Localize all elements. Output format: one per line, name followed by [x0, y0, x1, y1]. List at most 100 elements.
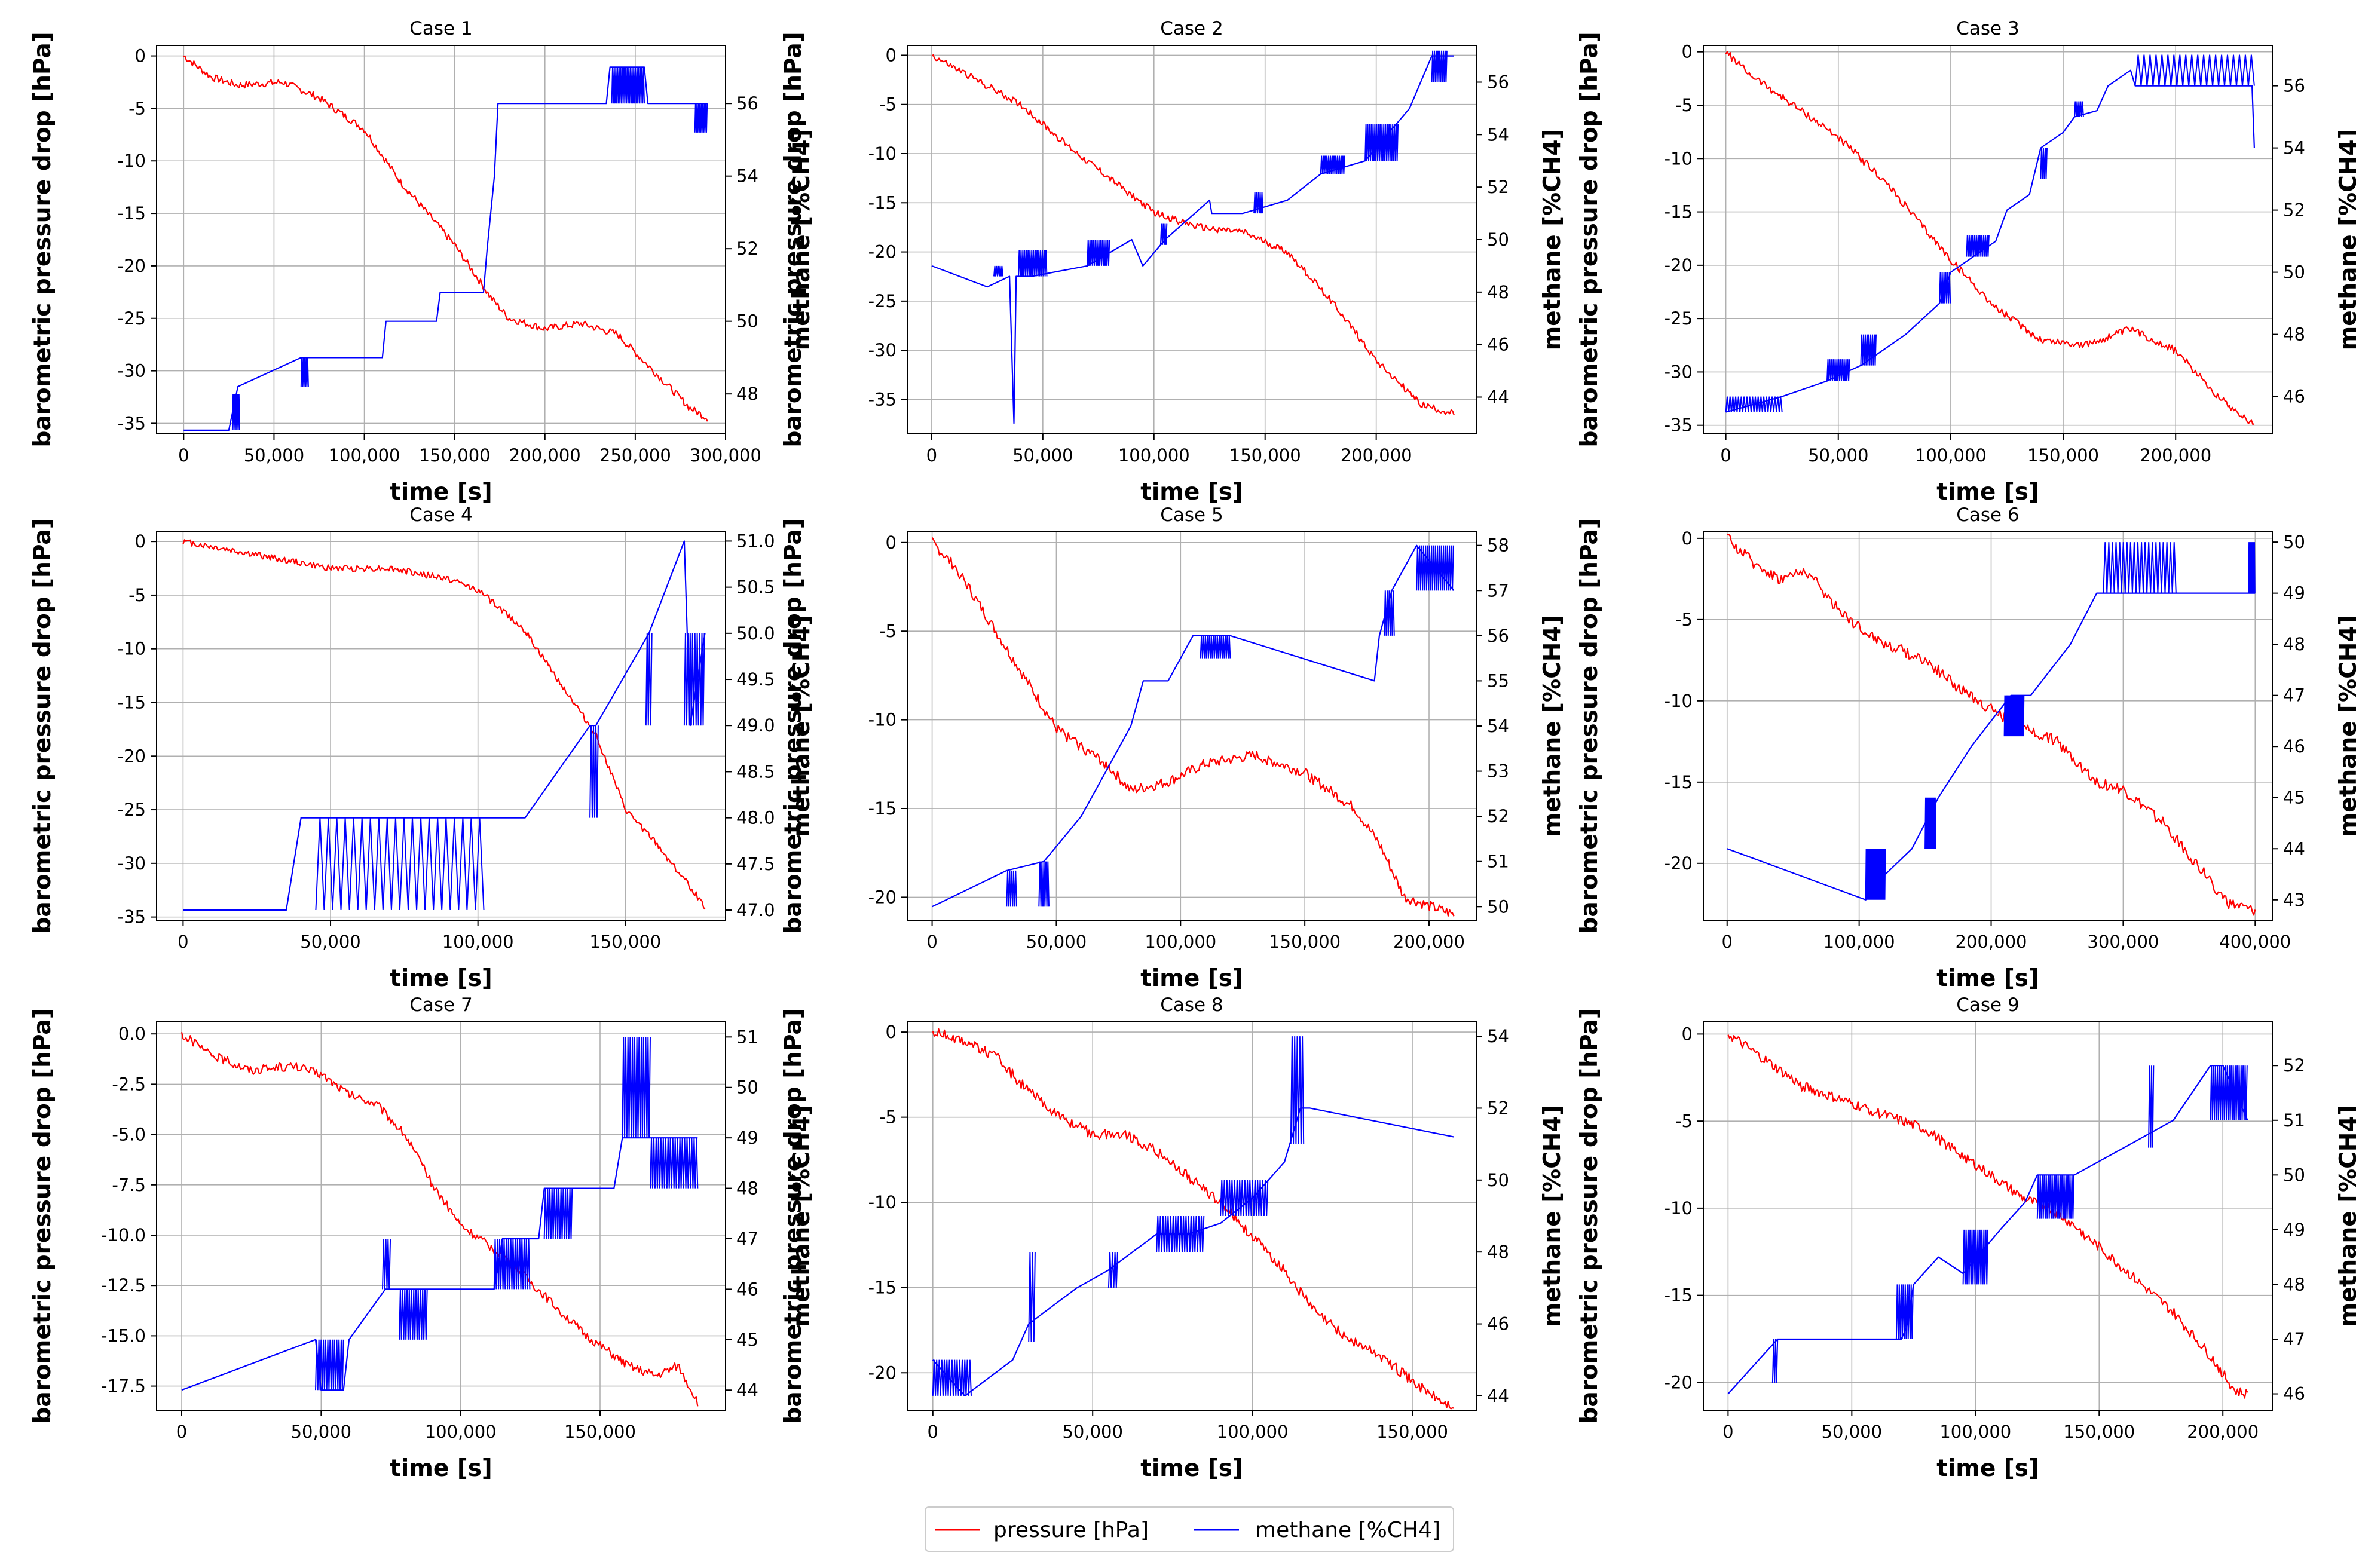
chart-case-4: 0 50,000 100,000 150,000 0 -5 -10 -15 -20 -25 -30 -…: [29, 504, 815, 992]
x-tick-label: 0: [176, 1422, 187, 1442]
y-tick-label-right: 50.0: [736, 623, 775, 644]
y-tick-label-right: 50: [1487, 229, 1509, 250]
y-tick-label-left: -20: [868, 242, 896, 262]
y-tick-label-right: 46: [1487, 1314, 1509, 1334]
x-axis-label: time [s]: [1936, 479, 2039, 506]
x-tick-label: 150,000: [2063, 1422, 2135, 1442]
methane-series-line: [1725, 69, 2255, 413]
y-tick-label-right: 49: [736, 1128, 758, 1148]
methane-series-line: [932, 544, 1455, 908]
y-tick-label-right: 48: [2283, 324, 2305, 345]
methane-oscillation: [622, 1037, 651, 1138]
y-tick-label-left: -5: [1675, 1111, 1693, 1131]
methane-oscillation: [1826, 359, 1850, 381]
x-tick-label: 200,000: [1341, 445, 1412, 466]
methane-oscillation: [2073, 101, 2084, 117]
x-tick-label: 50,000: [291, 1422, 351, 1442]
methane-series-line: [931, 55, 1454, 424]
methane-oscillation: [543, 1188, 573, 1239]
methane-oscillation: [1431, 50, 1448, 82]
y-tick-label-right: 54: [1487, 124, 1509, 145]
y-tick-label-right: 47: [2283, 685, 2305, 706]
y-tick-label-right: 49: [2283, 583, 2305, 604]
y-tick-label-left: 0: [886, 532, 896, 553]
y-tick-label-right: 48: [1487, 282, 1509, 302]
methane-oscillation: [1384, 590, 1395, 636]
pressure-series-line: [932, 1028, 1454, 1410]
y-tick-label-left: 0: [135, 531, 146, 552]
y-tick-label-left: -5: [1675, 95, 1693, 115]
x-tick-label: 150,000: [419, 445, 491, 466]
methane-oscillation: [493, 1238, 531, 1290]
y-tick-label-right: 50: [2283, 1165, 2305, 1185]
y-axis-label-left: barometric pressure drop [hPa]: [1576, 32, 1603, 447]
chart-title: Case 4: [409, 504, 472, 526]
x-tick-label: 400,000: [2219, 932, 2291, 952]
y-tick-label-left: -20: [118, 256, 146, 276]
x-tick-label: 150,000: [1269, 932, 1341, 952]
y-tick-label-right: 51: [1487, 852, 1509, 872]
y-tick-label-left: -20: [868, 1362, 896, 1383]
chart-title: Case 1: [409, 18, 472, 39]
pressure-series-line: [931, 54, 1455, 415]
chart-title: Case 5: [1160, 504, 1223, 526]
pressure-series-line: [180, 1032, 699, 1407]
methane-oscillation: [1220, 1180, 1269, 1217]
y-tick-label-right: 46: [2283, 736, 2305, 757]
y-tick-label-left: -5: [1675, 610, 1693, 630]
methane-oscillation: [683, 633, 705, 726]
x-tick-label: 200,000: [1393, 932, 1465, 952]
y-tick-label-right: 49.0: [736, 715, 775, 736]
x-tick-label: 150,000: [2027, 445, 2099, 466]
chart-case-5: 0 50,000 100,000 150,000 200,000 0 -5 -10 -15 -20…: [780, 504, 1566, 992]
y-axis-label-right: methane [%CH4]: [2335, 129, 2356, 351]
y-axis-label-right: methane [%CH4]: [788, 129, 815, 351]
pressure-series-line: [182, 539, 706, 910]
y-tick-label-left: -35: [118, 413, 146, 433]
x-tick-label: 100,000: [1915, 445, 1987, 466]
x-tick-label: 50,000: [300, 932, 360, 952]
x-axis-label: time [s]: [1140, 1455, 1243, 1482]
methane-series-line: [932, 1107, 1454, 1396]
methane-oscillation: [1156, 1215, 1205, 1252]
methane-oscillation: [399, 1289, 428, 1340]
y-tick-label-left: -12.5: [101, 1275, 146, 1296]
y-tick-label-right: 56: [736, 93, 758, 114]
x-tick-label: 0: [928, 1422, 938, 1442]
methane-oscillation: [382, 1238, 391, 1290]
methane-oscillation: [1895, 1284, 1914, 1340]
y-axis-label-left: barometric pressure drop [hPa]: [1576, 1008, 1603, 1423]
y-tick-label-left: -15: [868, 1278, 896, 1298]
methane-series-line: [183, 540, 706, 911]
y-tick-label-left: -30: [118, 853, 146, 874]
y-tick-label-right: 46: [736, 1279, 758, 1299]
chart-case-9: 0 50,000 100,000 150,000 200,000 0 -5 -10 -15 -20…: [1576, 994, 2356, 1482]
methane-oscillation: [611, 67, 645, 104]
pressure-series-line: [1727, 534, 2256, 916]
y-tick-label-left: -35: [1665, 415, 1693, 436]
y-tick-label-left: -20: [118, 746, 146, 766]
x-tick-label: 100,000: [425, 1422, 497, 1442]
y-axis-label-left: barometric pressure drop [hPa]: [780, 1008, 807, 1423]
methane-series-line: [181, 1137, 698, 1391]
x-axis-label: time [s]: [390, 479, 492, 506]
x-tick-label: 200,000: [2140, 445, 2211, 466]
x-tick-label: 100,000: [1145, 932, 1216, 952]
y-tick-label-left: -20: [1665, 255, 1693, 275]
x-tick-label: 50,000: [1026, 932, 1087, 952]
y-tick-label-left: 0: [886, 45, 896, 65]
y-axis-label-right: methane [%CH4]: [788, 1105, 815, 1327]
x-tick-label: 0: [1720, 445, 1731, 466]
y-tick-label-left: -15: [1665, 1285, 1693, 1306]
x-tick-label: 50,000: [1012, 445, 1073, 466]
methane-series-line: [1727, 1065, 2248, 1395]
y-axis-label-right: methane [%CH4]: [1539, 129, 1566, 351]
pressure-series-line: [183, 55, 708, 422]
y-tick-label-left: 0: [1682, 1024, 1693, 1044]
plot-frame: [907, 1021, 1477, 1411]
x-tick-label: 300,000: [690, 445, 761, 466]
x-axis-label: time [s]: [390, 965, 492, 992]
methane-oscillation: [2134, 54, 2255, 86]
y-tick-label-right: 50: [2283, 262, 2305, 283]
